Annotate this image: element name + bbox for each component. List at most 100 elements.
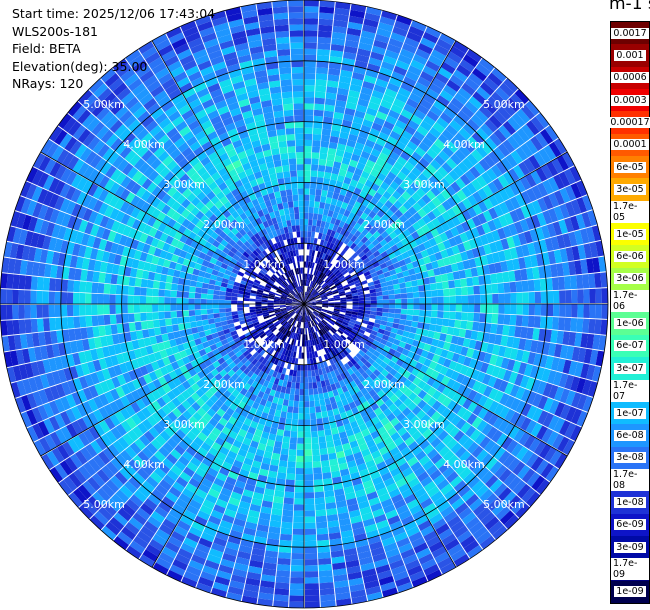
range-gate	[182, 310, 190, 317]
range-gate	[400, 264, 408, 272]
range-gate	[356, 240, 364, 248]
range-gate	[544, 329, 552, 343]
range-gate	[316, 251, 321, 258]
range-gate	[307, 321, 311, 328]
range-gate	[349, 319, 357, 324]
range-gate	[404, 472, 417, 483]
range-gate	[531, 200, 543, 214]
range-gate	[320, 335, 326, 342]
range-gate	[407, 171, 418, 182]
range-gate	[338, 137, 348, 146]
range-gate	[475, 145, 488, 159]
range-gate	[339, 292, 346, 297]
range-gate	[510, 150, 523, 165]
range-gate	[535, 366, 545, 381]
range-gate	[410, 461, 422, 472]
range-gate	[420, 249, 429, 258]
range-gate	[319, 201, 326, 209]
range-gate	[361, 448, 371, 458]
range-gate	[385, 372, 394, 382]
range-gate	[310, 237, 315, 244]
range-gate	[322, 284, 329, 290]
range-gate	[433, 426, 445, 437]
range-gate	[326, 279, 333, 285]
range-gate	[514, 221, 524, 234]
range-gate	[362, 316, 370, 322]
range-gate	[490, 273, 498, 284]
range-gate	[385, 226, 394, 235]
range-gate	[531, 407, 543, 422]
range-gate	[354, 167, 363, 177]
range-gate	[344, 553, 359, 563]
range-gate	[453, 165, 465, 178]
range-gate	[522, 292, 529, 304]
range-gate	[370, 307, 377, 312]
range-gate	[316, 177, 324, 184]
range-gate	[553, 205, 564, 221]
range-gate	[325, 92, 337, 100]
range-gate	[310, 327, 314, 334]
range-gate	[464, 170, 476, 182]
range-gate	[291, 559, 304, 566]
range-gate	[526, 405, 538, 420]
range-gate	[383, 330, 391, 337]
range-gate	[515, 414, 527, 428]
range-gate	[188, 292, 196, 299]
range-gate	[466, 321, 474, 331]
range-gate	[322, 304, 329, 307]
range-gate	[315, 344, 320, 351]
range-gate	[377, 258, 386, 266]
range-gate	[394, 266, 403, 274]
range-gate	[461, 375, 471, 387]
range-gate	[311, 437, 319, 444]
range-gate	[277, 558, 291, 566]
range-gate	[559, 304, 566, 317]
range-gate	[409, 254, 418, 263]
range-gate	[109, 314, 117, 325]
range-gate	[334, 238, 341, 246]
range-gate	[321, 296, 328, 300]
range-gate	[386, 482, 398, 493]
range-gate	[496, 272, 504, 284]
range-gate	[438, 445, 451, 458]
range-gate	[451, 193, 462, 205]
range-gate	[337, 360, 344, 368]
range-gate	[332, 476, 342, 485]
range-gate	[374, 336, 382, 343]
range-gate	[569, 215, 580, 231]
range-gate	[356, 544, 371, 554]
range-gate	[450, 458, 464, 471]
range-gate	[394, 389, 404, 399]
range-gate	[327, 520, 340, 528]
range-gate	[294, 486, 304, 493]
range-gate	[60, 304, 68, 317]
range-gate	[346, 308, 353, 312]
range-gate	[426, 507, 440, 520]
range-gate	[553, 343, 563, 358]
range-gate	[426, 163, 437, 175]
range-gate	[316, 219, 322, 227]
range-gate	[546, 430, 559, 447]
range-gate	[357, 225, 365, 233]
range-gate	[347, 165, 356, 174]
range-gate	[425, 304, 432, 311]
range-gate	[352, 72, 365, 81]
range-gate	[320, 311, 327, 315]
range-gate	[292, 534, 304, 542]
range-gate	[465, 367, 475, 378]
range-gate	[374, 283, 382, 289]
range-gate	[483, 243, 492, 255]
range-gate	[304, 540, 317, 548]
range-gate	[412, 54, 428, 66]
range-gate	[491, 313, 499, 324]
range-gate	[343, 113, 354, 122]
range-gate	[356, 270, 364, 277]
range-gate	[468, 339, 477, 350]
range-gate	[507, 168, 520, 182]
range-gate	[334, 205, 341, 214]
range-gate	[327, 310, 334, 314]
range-gate	[307, 340, 311, 347]
range-gate	[121, 295, 128, 304]
range-gate	[325, 403, 333, 411]
range-gate	[586, 364, 596, 381]
